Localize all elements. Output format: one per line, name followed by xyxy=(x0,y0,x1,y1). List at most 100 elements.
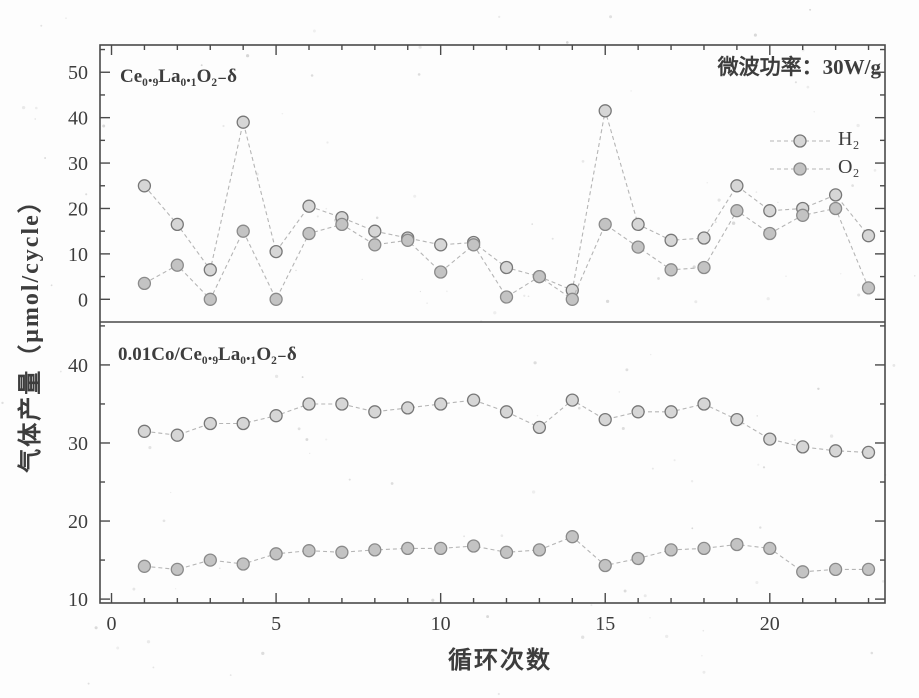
plot-border xyxy=(99,44,886,604)
scan-speck xyxy=(281,112,284,115)
data-point xyxy=(302,397,316,411)
scan-speck xyxy=(759,526,762,529)
scan-speck xyxy=(914,275,916,277)
data-point xyxy=(203,292,217,306)
scan-speck xyxy=(418,45,422,49)
x-tick-label: 5 xyxy=(271,613,281,635)
legend-title: 微波功率：30W/g xyxy=(717,55,882,79)
scan-speck xyxy=(590,604,593,607)
scan-speck xyxy=(498,15,501,19)
scan-speck xyxy=(500,534,504,538)
x-tick-label: 10 xyxy=(431,613,451,635)
scan-speck xyxy=(649,616,651,619)
data-point xyxy=(796,440,810,454)
data-point xyxy=(664,543,678,557)
data-point xyxy=(598,412,612,427)
data-point xyxy=(170,562,184,577)
scan-speck xyxy=(777,201,779,204)
data-point xyxy=(598,558,612,573)
data-point xyxy=(796,208,810,222)
scan-speck xyxy=(785,275,787,278)
scan-speck xyxy=(794,81,797,84)
data-point xyxy=(137,559,152,573)
scan-speck xyxy=(175,588,177,590)
scan-speck xyxy=(348,478,351,481)
scan-speck xyxy=(326,141,329,144)
data-point xyxy=(203,416,217,431)
data-point xyxy=(236,416,250,431)
scan-speck xyxy=(702,629,705,632)
data-point xyxy=(269,547,283,561)
data-point xyxy=(697,231,711,245)
scan-speck xyxy=(623,589,627,593)
data-point xyxy=(335,397,349,411)
data-point xyxy=(466,238,481,252)
data-point xyxy=(434,238,448,252)
scan-speck xyxy=(361,278,363,281)
y-axis-label: 气体产量（μmol/cycle） xyxy=(16,187,44,474)
scan-speck xyxy=(870,651,874,655)
panel2-label: 0.01Co/Ce₀.₉La₀.₁O₂₋δ xyxy=(118,344,297,365)
scan-speck xyxy=(34,118,36,120)
data-point xyxy=(499,405,514,419)
data-point xyxy=(828,562,843,577)
data-point xyxy=(170,428,184,442)
data-point xyxy=(828,201,843,216)
scan-speck xyxy=(310,74,314,77)
scan-speck xyxy=(531,490,536,494)
data-point xyxy=(631,217,645,232)
y-tick-label: 20 xyxy=(68,198,88,220)
data-point xyxy=(269,292,283,306)
scan-speck xyxy=(59,370,62,373)
data-point xyxy=(631,551,645,566)
panel1-label: Ce₀.₉La₀.₁O₂₋δ xyxy=(120,66,237,87)
scan-speck xyxy=(581,635,585,639)
series-line-panel2-s1 xyxy=(144,399,869,453)
x-axis-label: 循环次数 xyxy=(448,646,552,674)
y-tick-label: 40 xyxy=(68,355,88,377)
scan-speck xyxy=(246,54,250,58)
scan-speck xyxy=(809,8,812,11)
data-point xyxy=(796,565,810,579)
scan-speck xyxy=(229,674,232,676)
scan-speck xyxy=(87,682,90,685)
scan-speck xyxy=(665,634,669,639)
data-point xyxy=(664,263,678,277)
data-point xyxy=(368,405,382,419)
scan-speck xyxy=(295,269,297,272)
scan-speck xyxy=(717,198,721,202)
data-point xyxy=(466,393,481,407)
scan-speck xyxy=(873,169,877,172)
scan-speck xyxy=(817,387,820,391)
data-point xyxy=(565,530,579,544)
scan-speck xyxy=(50,284,53,287)
data-point xyxy=(631,405,645,419)
scan-speck xyxy=(148,446,152,450)
data-point xyxy=(236,557,250,571)
data-point xyxy=(137,276,152,291)
scan-speck xyxy=(146,640,151,644)
scan-speck xyxy=(297,427,301,431)
scan-speck xyxy=(531,223,534,225)
scan-speck xyxy=(840,273,842,275)
scan-speck xyxy=(806,85,810,89)
data-point xyxy=(697,541,711,556)
legend-marker xyxy=(793,162,807,176)
data-point xyxy=(203,553,217,567)
scan-speck xyxy=(690,480,694,483)
data-point xyxy=(302,544,316,558)
scan-speck xyxy=(390,482,394,485)
scan-speck xyxy=(650,353,652,356)
data-point xyxy=(532,543,547,557)
data-point xyxy=(302,199,316,213)
scan-speck xyxy=(222,124,225,128)
scan-speck xyxy=(609,15,613,19)
scan-speck xyxy=(1,401,4,405)
data-point xyxy=(565,393,579,407)
data-point xyxy=(401,401,415,415)
data-point xyxy=(170,258,184,272)
scan-speck xyxy=(762,466,766,469)
series-line-panel1-s2 xyxy=(144,207,870,301)
scan-speck xyxy=(731,221,736,225)
